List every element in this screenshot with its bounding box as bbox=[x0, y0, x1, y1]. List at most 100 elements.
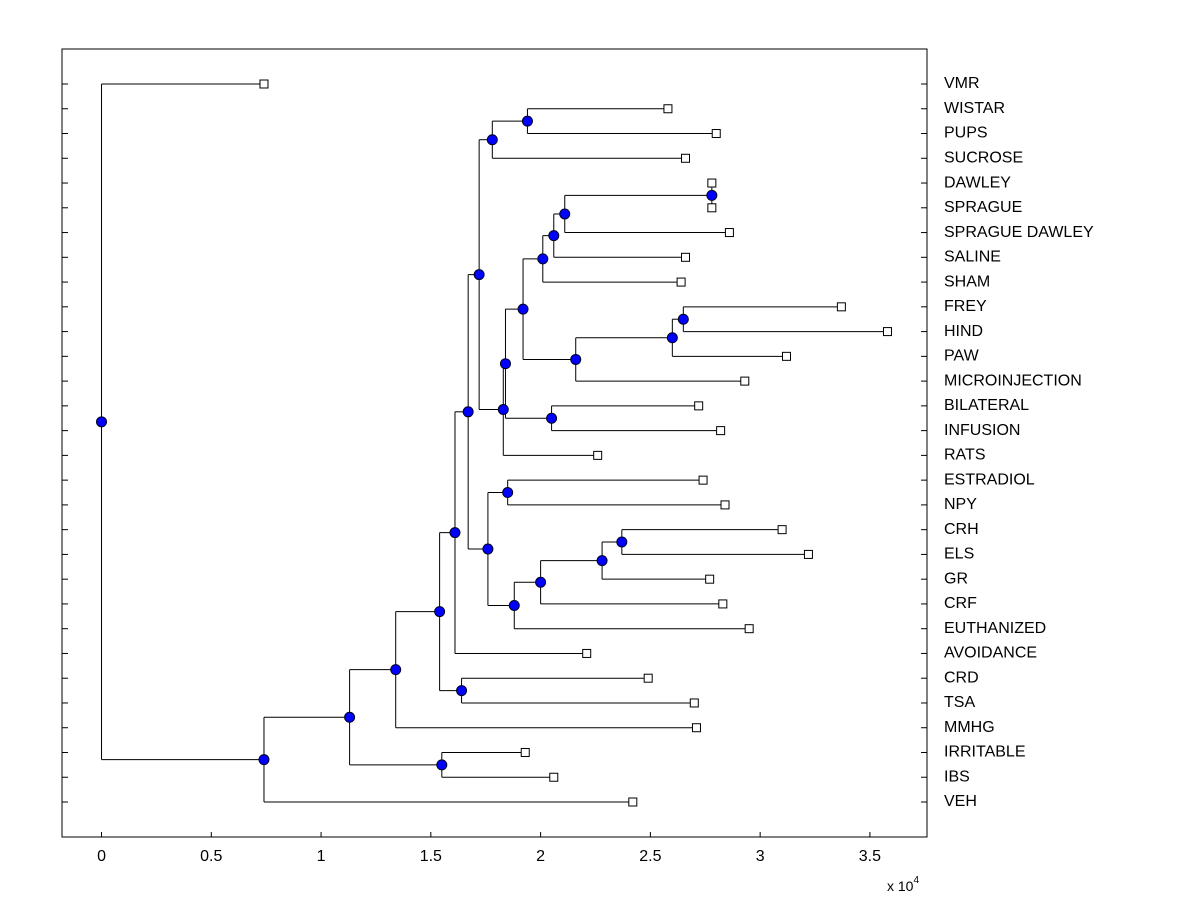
leaf-marker bbox=[593, 450, 603, 460]
node-marker bbox=[258, 754, 270, 766]
leaf-label: RATS bbox=[944, 447, 985, 464]
leaf-marker bbox=[643, 673, 653, 683]
node-marker bbox=[508, 599, 520, 611]
node-marker bbox=[434, 606, 446, 618]
node-marker bbox=[548, 230, 560, 242]
leaf-marker bbox=[740, 376, 750, 386]
node-marker bbox=[482, 543, 494, 555]
leaf-label: PAW bbox=[944, 348, 980, 365]
leaf-label: SPRAGUE DAWLEY bbox=[944, 224, 1094, 241]
node-marker bbox=[677, 313, 689, 325]
node-marker bbox=[546, 412, 558, 424]
axis-multiplier: x 104 bbox=[887, 875, 919, 894]
leaf-marker bbox=[718, 599, 728, 609]
leaf-marker bbox=[705, 574, 715, 584]
leaf-marker bbox=[836, 302, 846, 312]
leaf-marker bbox=[882, 327, 892, 337]
node-marker bbox=[462, 406, 474, 418]
node-marker bbox=[706, 189, 718, 201]
leaf-label: MICROINJECTION bbox=[944, 372, 1082, 389]
node-marker bbox=[616, 536, 628, 548]
leaf-marker bbox=[582, 648, 592, 658]
node-marker bbox=[499, 358, 511, 370]
leaf-label: SHAM bbox=[944, 273, 990, 290]
node-marker bbox=[473, 269, 485, 281]
leaf-label: SUCROSE bbox=[944, 149, 1023, 166]
node-marker bbox=[559, 208, 571, 220]
node-marker bbox=[521, 115, 533, 127]
node-marker bbox=[502, 487, 514, 499]
leaf-marker bbox=[707, 178, 717, 188]
leaf-marker bbox=[724, 228, 734, 238]
leaf-label: CRD bbox=[944, 669, 979, 686]
leaf-label: INFUSION bbox=[944, 422, 1020, 439]
leaf-label: DAWLEY bbox=[944, 174, 1011, 191]
plot-frame bbox=[61, 48, 928, 838]
leaf-label: AVOIDANCE bbox=[944, 645, 1037, 662]
leaf-label: ELS bbox=[944, 546, 974, 563]
x-tick-label: 3.5 bbox=[859, 848, 881, 865]
node-marker bbox=[390, 664, 402, 676]
leaf-marker bbox=[549, 772, 559, 782]
leaf-label: BILATERAL bbox=[944, 397, 1029, 414]
leaf-marker bbox=[694, 401, 704, 411]
leaf-marker bbox=[777, 525, 787, 535]
leaf-marker bbox=[628, 797, 638, 807]
multiplier-exponent: 4 bbox=[913, 875, 919, 886]
leaf-label: PUPS bbox=[944, 125, 988, 142]
leaf-label: MMHG bbox=[944, 719, 995, 736]
node-marker bbox=[570, 353, 582, 365]
node-marker bbox=[517, 303, 529, 315]
leaf-marker bbox=[689, 698, 699, 708]
node-marker bbox=[666, 332, 678, 344]
leaf-marker bbox=[707, 203, 717, 213]
leaf-marker bbox=[781, 351, 791, 361]
node-marker bbox=[596, 555, 608, 567]
multiplier-base: x 10 bbox=[887, 878, 914, 894]
leaf-label: WISTAR bbox=[944, 100, 1005, 117]
node-marker bbox=[96, 416, 108, 428]
node-marker bbox=[436, 759, 448, 771]
leaf-marker bbox=[716, 426, 726, 436]
leaf-marker bbox=[691, 723, 701, 733]
leaf-label: IRRITABLE bbox=[944, 744, 1026, 761]
marks bbox=[96, 79, 892, 807]
leaf-label: HIND bbox=[944, 323, 983, 340]
leaf-label: TSA bbox=[944, 694, 975, 711]
node-marker bbox=[537, 253, 549, 265]
x-tick-label: 3 bbox=[756, 848, 765, 865]
leaf-label: FREY bbox=[944, 298, 987, 315]
node-marker bbox=[497, 404, 509, 416]
leaf-marker bbox=[744, 624, 754, 634]
leaf-marker bbox=[520, 747, 530, 757]
leaf-marker bbox=[698, 475, 708, 485]
leaf-label: EUTHANIZED bbox=[944, 620, 1046, 637]
x-tick-label: 0.5 bbox=[200, 848, 222, 865]
leaf-label: CRH bbox=[944, 521, 979, 538]
leaf-label: IBS bbox=[944, 768, 970, 785]
node-marker bbox=[449, 527, 461, 539]
node-marker bbox=[486, 134, 498, 146]
x-tick-label: 1 bbox=[317, 848, 326, 865]
leaf-label: CRF bbox=[944, 595, 977, 612]
x-tick-label: 1.5 bbox=[420, 848, 442, 865]
leaf-marker bbox=[803, 549, 813, 559]
x-tick-label: 0 bbox=[97, 848, 106, 865]
x-tick-label: 2 bbox=[536, 848, 545, 865]
leaf-label: SALINE bbox=[944, 249, 1001, 266]
leaf-marker bbox=[259, 79, 269, 89]
leaf-marker bbox=[711, 129, 721, 139]
leaf-label: ESTRADIOL bbox=[944, 471, 1035, 488]
x-tick-label: 2.5 bbox=[639, 848, 661, 865]
node-marker bbox=[456, 685, 468, 697]
node-marker bbox=[344, 711, 356, 723]
leaf-label: VMR bbox=[944, 75, 980, 92]
leaf-label: GR bbox=[944, 570, 968, 587]
node-marker bbox=[535, 576, 547, 588]
leaf-marker bbox=[663, 104, 673, 114]
leaf-marker bbox=[681, 252, 691, 262]
leaf-marker bbox=[681, 153, 691, 163]
leaf-label: VEH bbox=[944, 793, 977, 810]
